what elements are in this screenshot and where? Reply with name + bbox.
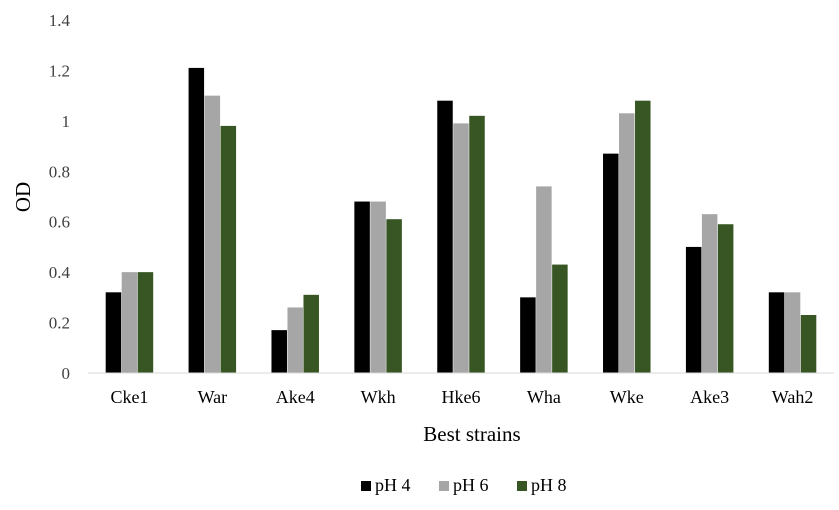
bar-hke6-ph6 — [453, 123, 469, 373]
y-tick-label: 1.2 — [49, 61, 70, 80]
y-tick-label: 0 — [62, 364, 71, 383]
bars — [105, 67, 817, 374]
y-tick-label: 0.4 — [49, 263, 71, 282]
bar-cke1-ph6 — [121, 272, 138, 373]
bar-wke-ph4 — [603, 153, 619, 373]
bar-wkh-ph6 — [370, 201, 386, 373]
bar-ake4-ph6 — [287, 307, 303, 373]
y-axis-title: OD — [11, 182, 35, 212]
x-tick-label: Wha — [527, 387, 561, 407]
bar-wke-ph6 — [619, 113, 635, 374]
legend-label: pH 4 — [375, 475, 411, 495]
x-tick-label: Wke — [610, 387, 644, 407]
x-tick-label: Hke6 — [442, 387, 481, 407]
legend-swatch — [517, 481, 527, 491]
bar-wkh-ph8 — [386, 219, 402, 373]
bar-wke-ph8 — [635, 100, 651, 373]
legend: pH 4 pH 6 pH 8 — [361, 475, 567, 495]
x-tick-label: Wkh — [361, 387, 396, 407]
y-tick-label: 0.8 — [49, 162, 70, 181]
x-axis-title: Best strains — [423, 422, 520, 446]
bar-wah2-ph6 — [784, 292, 801, 373]
x-tick-label: Cke1 — [110, 387, 148, 407]
legend-label: pH 8 — [531, 475, 567, 495]
bar-war-ph8 — [220, 125, 237, 374]
x-tick-label: War — [198, 387, 228, 407]
bar-ake3-ph6 — [701, 214, 718, 373]
bar-ake4-ph8 — [303, 294, 319, 373]
x-tick-label: Ake3 — [690, 387, 729, 407]
legend-swatch — [439, 481, 449, 491]
bar-hke6-ph4 — [437, 100, 453, 373]
bar-wha-ph4 — [520, 297, 536, 373]
legend-swatch — [361, 481, 371, 491]
bar-wah2-ph4 — [768, 292, 785, 373]
y-tick-label: 1.4 — [49, 11, 71, 30]
y-tick-label: 0.2 — [49, 314, 70, 333]
legend-label: pH 6 — [453, 475, 489, 495]
x-tick-label: Ake4 — [276, 387, 315, 407]
bar-wah2-ph8 — [800, 315, 817, 373]
bar-ake3-ph8 — [717, 224, 734, 373]
bar-wkh-ph4 — [354, 201, 370, 373]
bar-wha-ph6 — [536, 186, 552, 373]
bar-war-ph4 — [188, 67, 205, 374]
bar-ake3-ph4 — [685, 246, 702, 373]
bar-cke1-ph8 — [137, 272, 154, 373]
y-tick-label: 1 — [62, 112, 71, 131]
x-tick-label: Wah2 — [772, 387, 814, 407]
y-tick-label: 0.6 — [49, 213, 70, 232]
bar-ake4-ph4 — [271, 330, 287, 373]
bar-wha-ph8 — [552, 264, 568, 373]
bar-hke6-ph8 — [469, 115, 485, 374]
y-axis: 0 0.2 0.4 0.6 0.8 1 1.2 1.4 — [49, 11, 71, 383]
bar-cke1-ph4 — [105, 292, 122, 373]
x-axis: Cke1 War Ake4 Wkh Hke6 Wha Wke Ake3 Wah2 — [110, 387, 813, 407]
bar-war-ph6 — [204, 95, 221, 374]
